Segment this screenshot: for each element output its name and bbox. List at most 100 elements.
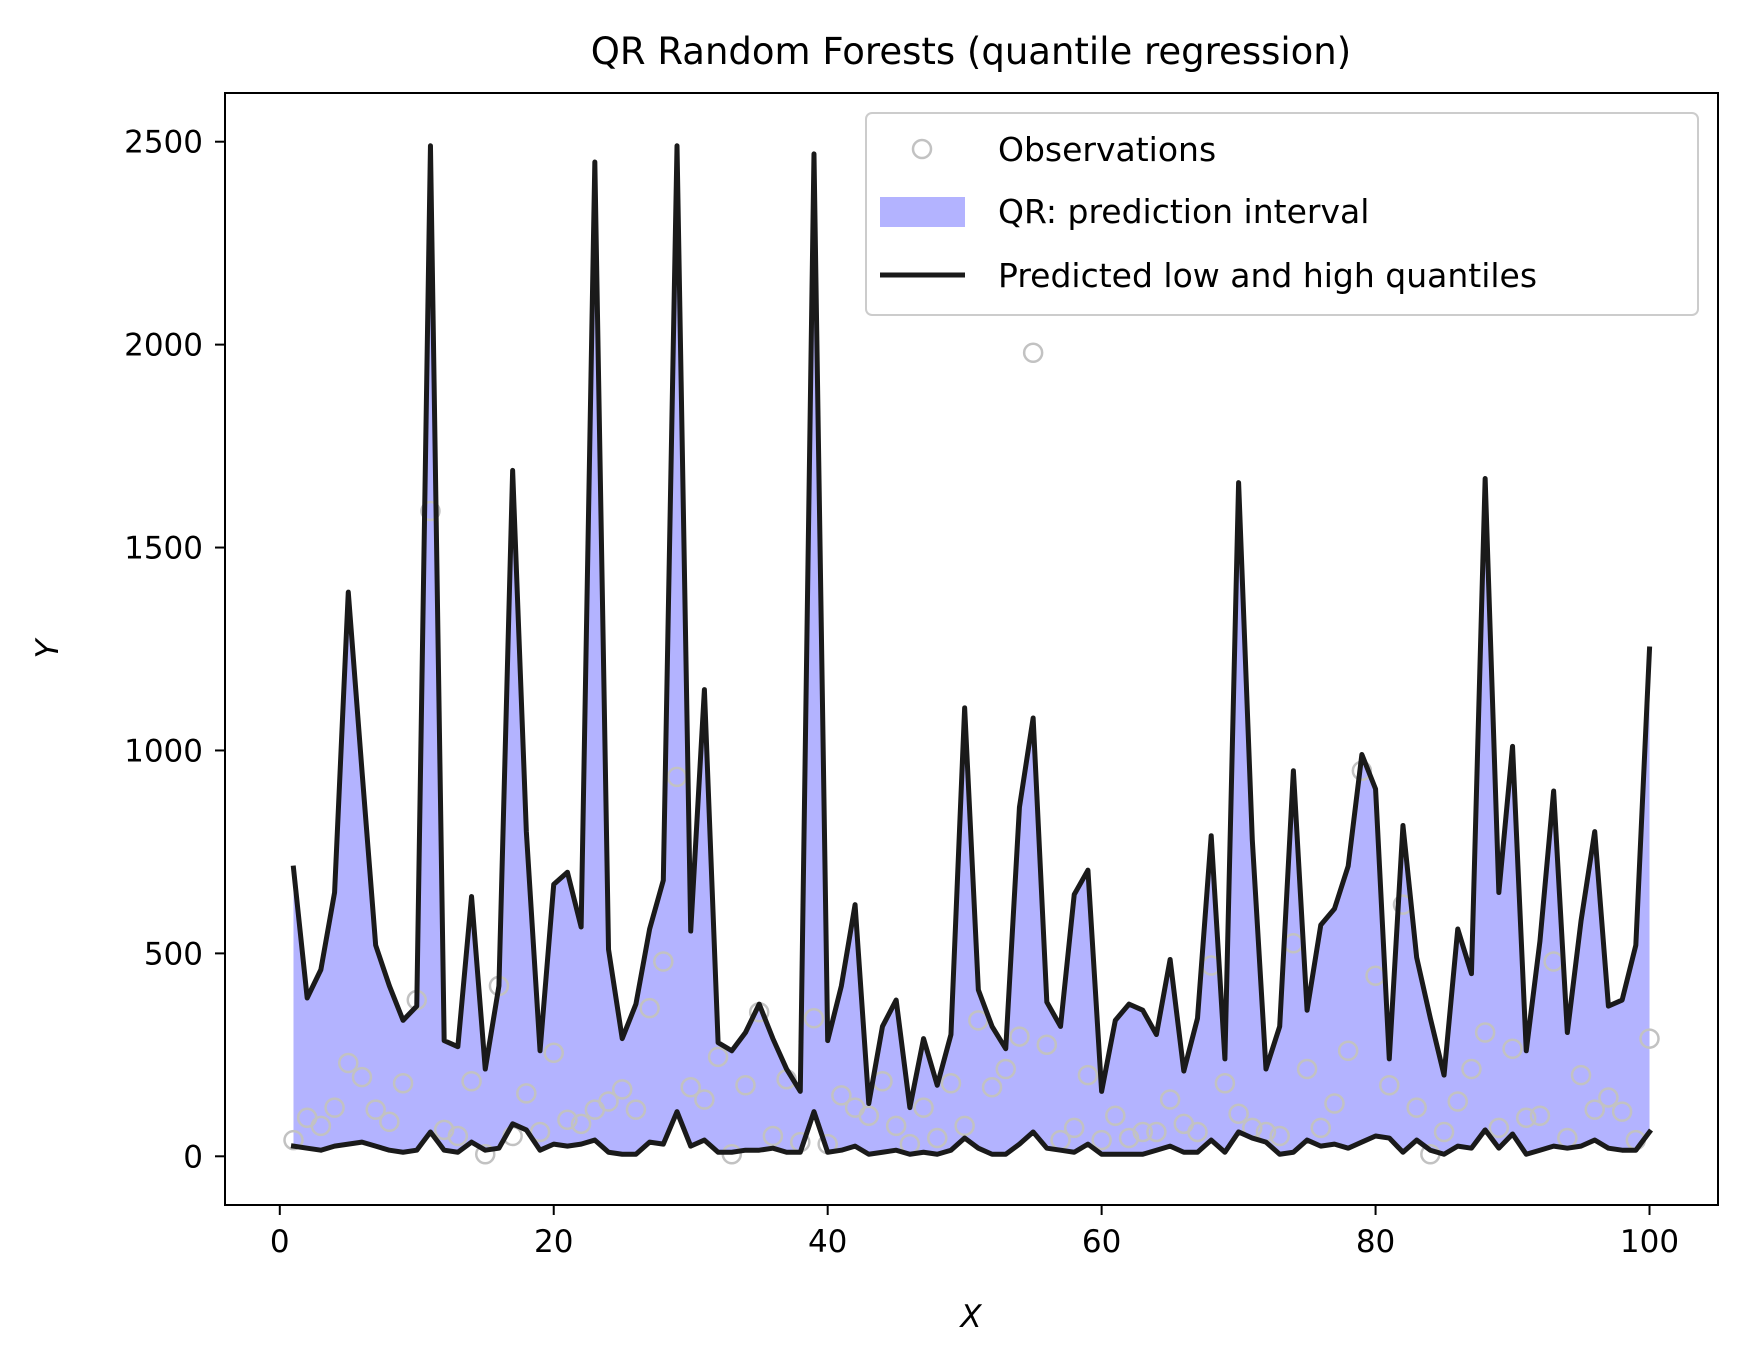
observation-point [981, 1077, 1003, 1098]
observation-point [283, 1129, 304, 1151]
observation-point [598, 1091, 619, 1112]
observation-point [1502, 1038, 1523, 1059]
observation-point [1337, 1040, 1359, 1062]
observation-point [858, 1105, 880, 1126]
observation-point [516, 1083, 537, 1104]
observation-point [420, 500, 441, 522]
observation-point [570, 1113, 592, 1135]
observation-point [1036, 1034, 1058, 1055]
observation-point [1406, 1097, 1427, 1118]
observation-point [1132, 1121, 1153, 1143]
observation-point [639, 997, 660, 1019]
observation-point [1639, 1028, 1660, 1049]
x-tick-label: 60 [1082, 1224, 1121, 1260]
observation-point [447, 1125, 469, 1147]
observation-point [1474, 1022, 1496, 1043]
observation-point [1118, 1127, 1140, 1149]
observation-point [1310, 1117, 1332, 1139]
observation-point [1146, 1121, 1167, 1143]
low-quantile-line [290, 1109, 1654, 1157]
observation-point [324, 1097, 345, 1118]
observation-point [529, 1121, 551, 1143]
y-axis-label: Y [30, 637, 66, 658]
x-axis: 0 20 40 60 80 100 [270, 1205, 1679, 1260]
observation-point [1488, 1117, 1510, 1139]
observations-layer [283, 342, 1660, 1165]
observation-point [1570, 1064, 1592, 1086]
observation-point [338, 1052, 359, 1074]
observation-point [694, 1089, 715, 1110]
observation-point [1091, 1129, 1112, 1151]
observation-point [1433, 1121, 1455, 1143]
observation-point [461, 1070, 482, 1092]
observation-point [365, 1099, 386, 1120]
observation-point [1529, 1105, 1551, 1126]
observation-point [680, 1077, 701, 1098]
legend-interval-label: QR: prediction interval [998, 192, 1369, 231]
observation-point [1009, 1026, 1030, 1047]
observation-point [557, 1109, 578, 1131]
y-tick-label: 500 [144, 936, 203, 972]
observation-point [927, 1127, 948, 1149]
observation-point [543, 1042, 564, 1064]
observation-point [379, 1111, 400, 1133]
y-tick-label: 1000 [124, 733, 203, 769]
observation-point [310, 1115, 332, 1137]
observation-point [954, 1115, 975, 1137]
legend-observations-label: Observations [998, 130, 1216, 169]
observation-point [803, 1008, 825, 1029]
observation-point [1296, 1058, 1318, 1080]
high-quantile-line [290, 143, 1653, 1111]
observation-point [1515, 1107, 1537, 1128]
x-tick-label: 80 [1356, 1224, 1395, 1260]
observation-point [995, 1058, 1016, 1080]
observation-point [653, 951, 674, 972]
y-tick-label: 1500 [124, 531, 203, 567]
observation-point [762, 1125, 784, 1147]
observation-point [707, 1046, 729, 1068]
x-axis-label: X [958, 1299, 982, 1335]
observation-point [1105, 1105, 1126, 1126]
observation-point [433, 1119, 455, 1141]
observation-point [1077, 1064, 1099, 1086]
observation-point [1228, 1103, 1249, 1124]
observation-point [475, 1144, 496, 1165]
legend-interval-swatch [880, 197, 965, 227]
x-tick-label: 0 [270, 1224, 290, 1260]
y-tick-label: 0 [183, 1139, 203, 1175]
y-axis: 0 500 1000 1500 2000 2500 [124, 125, 225, 1175]
x-tick-label: 40 [808, 1224, 847, 1260]
observation-point [1584, 1099, 1605, 1120]
observation-point [392, 1073, 414, 1094]
observation-point [351, 1066, 373, 1088]
legend-observations-marker [911, 138, 933, 160]
observation-point [1187, 1121, 1208, 1143]
observation-point [1611, 1101, 1633, 1122]
x-tick-label: 100 [1620, 1224, 1679, 1260]
observation-point [1447, 1091, 1468, 1112]
observation-point [1159, 1089, 1181, 1110]
observation-point [1324, 1093, 1345, 1114]
y-tick-label: 2000 [124, 328, 203, 364]
y-tick-label: 2500 [124, 125, 203, 161]
observation-point [1598, 1087, 1619, 1108]
observation-point [913, 1097, 934, 1118]
legend: Observations QR: prediction interval Pre… [865, 112, 1699, 316]
observation-point [1379, 1075, 1400, 1096]
quantile-lines-layer [290, 143, 1654, 1157]
observation-point [1269, 1125, 1290, 1147]
observation-point [831, 1085, 852, 1106]
observation-point [1214, 1073, 1236, 1094]
observation-point [611, 1079, 633, 1100]
observation-point [1461, 1058, 1482, 1080]
x-tick-label: 20 [534, 1224, 573, 1260]
observation-point [625, 1099, 647, 1120]
plot-frame [224, 92, 1719, 1206]
legend-quantiles-label: Predicted low and high quantiles [998, 256, 1537, 295]
observation-point [1022, 342, 1044, 363]
chart-title: QR Random Forests (quantile regression) [591, 30, 1351, 73]
observation-point [1063, 1117, 1085, 1139]
observation-point [885, 1115, 907, 1137]
observation-point [940, 1073, 962, 1094]
